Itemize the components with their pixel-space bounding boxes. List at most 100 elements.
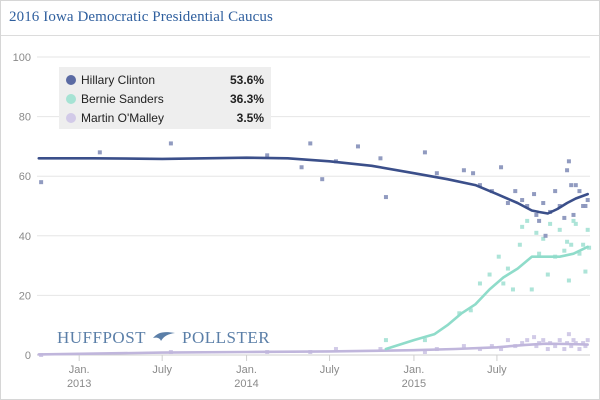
legend-label: Martin O'Malley xyxy=(81,111,164,125)
poll-point xyxy=(565,239,570,244)
poll-point xyxy=(534,230,539,235)
x-tick-label: July xyxy=(320,364,340,376)
poll-point xyxy=(505,201,510,206)
poll-point xyxy=(471,171,476,176)
poll-point xyxy=(308,141,313,146)
poll-point xyxy=(505,338,510,343)
poll-point xyxy=(562,248,567,253)
x-tick-year-label: 2013 xyxy=(67,378,91,390)
legend: Hillary Clinton 53.6% Bernie Sanders 36.… xyxy=(59,67,271,129)
poll-point xyxy=(461,344,466,349)
y-tick-label: 60 xyxy=(19,171,31,183)
poll-point xyxy=(541,338,546,343)
poll-point xyxy=(168,141,173,146)
poll-point xyxy=(566,278,571,283)
legend-value: 3.5% xyxy=(236,111,264,125)
poll-point xyxy=(532,335,537,340)
poll-point xyxy=(577,251,582,256)
poll-point xyxy=(477,183,482,188)
poll-point xyxy=(562,347,567,352)
brand-right: POLLSTER xyxy=(182,328,271,347)
poll-point xyxy=(520,341,525,346)
poll-point xyxy=(534,212,539,217)
poll-point xyxy=(585,338,590,343)
poll-point xyxy=(489,344,494,349)
legend-item-omalley: Martin O'Malley 3.5% xyxy=(59,110,271,128)
x-tick-label: July xyxy=(487,364,507,376)
poll-point xyxy=(501,281,506,286)
chart-title: 2016 Iowa Democratic Presidential Caucus xyxy=(9,9,273,25)
poll-point xyxy=(529,287,534,292)
y-tick-label: 20 xyxy=(19,290,31,302)
poll-point xyxy=(557,227,562,232)
poll-point xyxy=(565,168,570,173)
poll-point xyxy=(553,189,558,194)
poll-point xyxy=(585,227,590,232)
poll-point xyxy=(383,338,388,343)
legend-item-sanders: Bernie Sanders 36.3% xyxy=(59,91,271,109)
poll-point xyxy=(583,344,588,349)
legend-dot-clinton-icon xyxy=(66,75,76,85)
poll-point xyxy=(541,201,546,206)
poll-point xyxy=(265,153,270,158)
poll-point xyxy=(499,165,504,170)
poll-point xyxy=(499,347,504,352)
poll-point xyxy=(571,218,576,223)
legend-value: 53.6% xyxy=(229,73,264,87)
poll-point xyxy=(487,272,492,277)
poll-point xyxy=(543,233,548,238)
poll-point xyxy=(378,347,383,352)
x-tick-year-label: 2014 xyxy=(234,378,258,390)
poll-point xyxy=(355,144,360,149)
poll-point xyxy=(505,266,510,271)
x-tick-year-label: 2015 xyxy=(402,378,426,390)
poll-point xyxy=(557,338,562,343)
y-tick-label: 0 xyxy=(25,350,31,362)
poll-point xyxy=(477,281,482,286)
legend-dot-omalley-icon xyxy=(66,113,76,123)
poll-point xyxy=(581,341,586,346)
poll-point xyxy=(577,189,582,194)
brand-left: HUFFPOST xyxy=(57,328,147,347)
poll-point xyxy=(333,347,338,352)
poll-point xyxy=(525,204,530,208)
legend-dot-sanders-icon xyxy=(66,94,76,104)
poll-point xyxy=(513,189,518,194)
poll-point xyxy=(577,347,582,352)
poll-point xyxy=(383,195,388,200)
poll-point xyxy=(566,159,571,164)
x-tick-label: July xyxy=(152,364,172,376)
y-tick-label: 40 xyxy=(19,231,31,243)
poll-point xyxy=(583,204,588,208)
poll-point xyxy=(569,344,574,349)
trend-line xyxy=(37,342,589,356)
poll-point xyxy=(525,218,530,223)
poll-point xyxy=(545,347,550,352)
poll-point xyxy=(320,177,325,182)
legend-label: Hillary Clinton xyxy=(81,73,156,87)
poll-point xyxy=(510,287,515,292)
y-tick-label: 100 xyxy=(13,52,31,64)
poll-point xyxy=(548,221,553,226)
poll-point xyxy=(566,332,571,337)
poll-point xyxy=(573,221,578,226)
legend-label: Bernie Sanders xyxy=(81,92,164,106)
poll-point xyxy=(422,350,427,355)
poll-point xyxy=(422,338,427,343)
poll-point xyxy=(525,338,530,343)
poll-point xyxy=(571,338,576,343)
poll-point xyxy=(537,218,542,223)
poll-point xyxy=(583,269,588,274)
pollster-bird-icon xyxy=(152,328,176,348)
poll-point xyxy=(534,344,539,349)
poll-point xyxy=(520,224,525,229)
poll-point xyxy=(541,236,546,241)
poll-point xyxy=(569,183,574,188)
poll-point xyxy=(545,272,550,277)
poll-point xyxy=(553,344,558,349)
title-divider xyxy=(1,35,599,36)
brand-logo: HUFFPOST POLLSTER xyxy=(57,328,270,348)
poll-point xyxy=(587,245,592,250)
